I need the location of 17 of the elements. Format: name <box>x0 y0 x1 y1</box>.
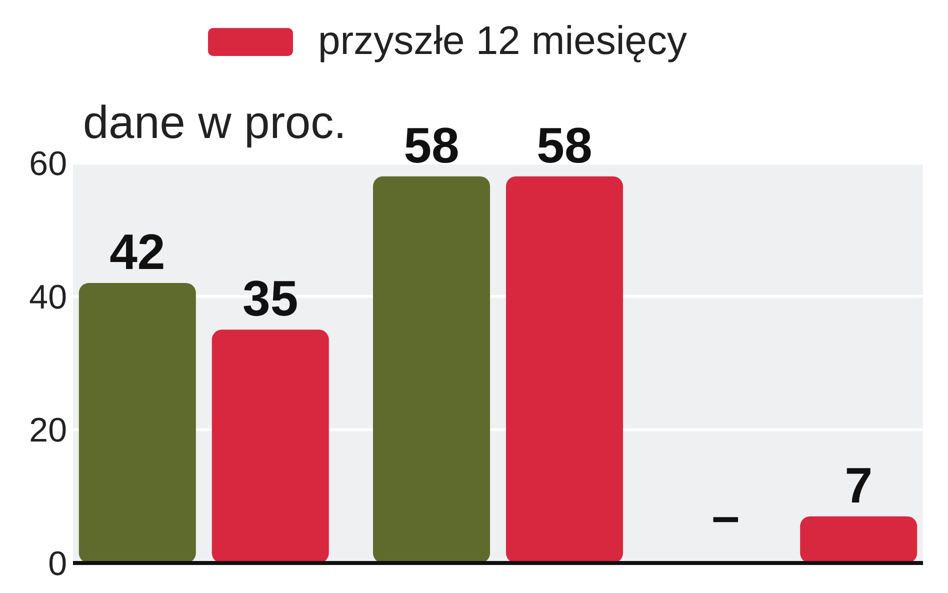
text: – <box>712 488 740 544</box>
text: dane w proc. <box>83 96 346 148</box>
y-tick-label: 40 <box>29 278 67 316</box>
y-tick-label: 60 <box>29 145 67 183</box>
y-tick-label: 20 <box>29 412 67 450</box>
data-label: 42 <box>110 224 166 280</box>
bar <box>506 176 623 563</box>
bar <box>78 283 196 563</box>
data-label: 35 <box>242 270 298 327</box>
bar <box>800 516 918 563</box>
legend-label: przyszłe 12 miesięcy <box>318 19 688 63</box>
data-label: 58 <box>404 117 460 174</box>
bar <box>373 176 490 563</box>
bar <box>212 330 329 563</box>
y-tick-label: 0 <box>48 545 67 583</box>
data-label: 58 <box>536 117 592 174</box>
data-label: 7 <box>844 457 873 514</box>
